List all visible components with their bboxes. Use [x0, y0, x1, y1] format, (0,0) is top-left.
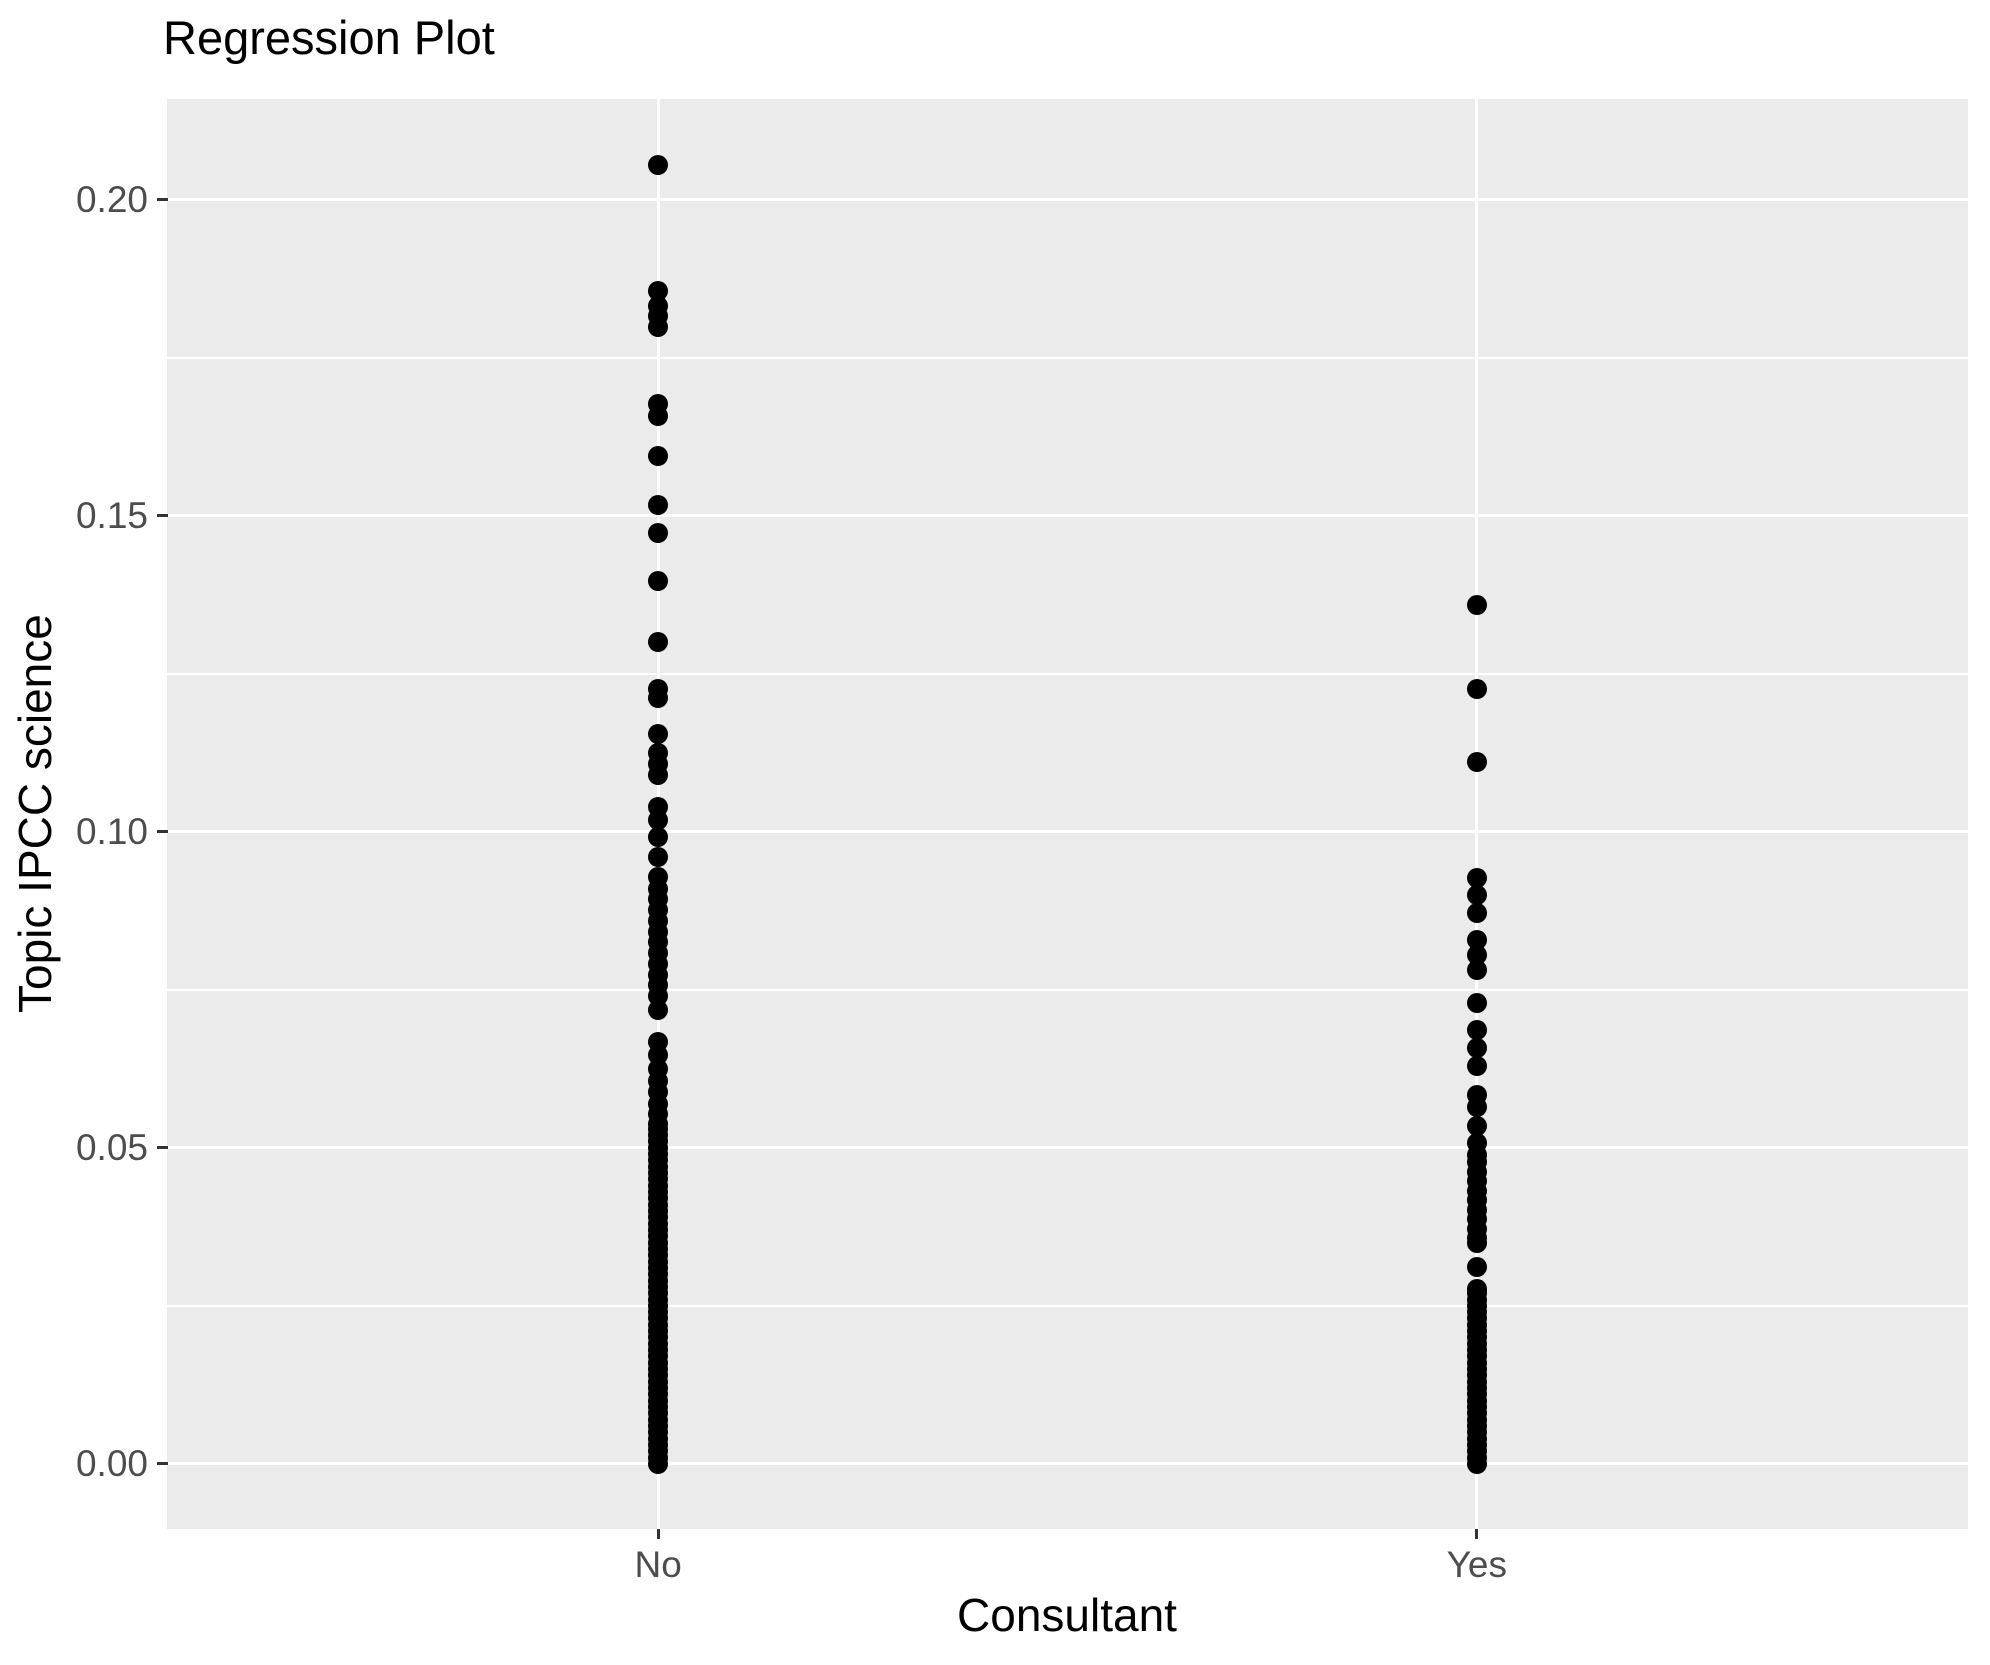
- y-tick-label: 0.15: [75, 494, 148, 536]
- gridline-minor: [167, 1304, 1968, 1307]
- data-point: [648, 570, 669, 591]
- data-point: [1466, 1232, 1487, 1253]
- plot-title: Regression Plot: [163, 11, 495, 64]
- x-axis-tick: [1475, 1529, 1479, 1539]
- data-point: [648, 827, 669, 848]
- data-point: [1466, 1453, 1487, 1474]
- data-point: [1466, 678, 1487, 699]
- y-axis-tick: [157, 514, 168, 518]
- gridline-major: [167, 1146, 1968, 1150]
- gridline-minor: [167, 356, 1968, 359]
- data-point: [1466, 1055, 1487, 1076]
- y-axis-tick: [157, 198, 168, 202]
- data-point: [648, 445, 669, 466]
- data-point: [648, 999, 669, 1020]
- data-point: [648, 723, 669, 744]
- x-tick-label: No: [634, 1544, 682, 1585]
- data-point: [648, 155, 669, 176]
- data-point: [648, 522, 669, 543]
- y-tick-label: 0.05: [75, 1126, 148, 1168]
- data-point: [1466, 993, 1487, 1014]
- data-point: [1466, 903, 1487, 924]
- gridline-vertical: [1475, 99, 1479, 1529]
- data-point: [1466, 1097, 1487, 1118]
- gridline-minor: [167, 672, 1968, 675]
- data-point: [648, 632, 669, 653]
- data-point: [1466, 929, 1487, 950]
- y-axis-tick: [157, 1146, 168, 1150]
- data-point: [648, 1453, 669, 1474]
- data-point: [1466, 960, 1487, 981]
- x-axis-tick: [656, 1529, 660, 1539]
- data-point: [1466, 1037, 1487, 1058]
- data-point: [648, 406, 669, 427]
- y-tick-label: 0.20: [75, 178, 148, 220]
- gridline-major: [167, 830, 1968, 834]
- gridline-major: [167, 514, 1968, 518]
- data-point: [1466, 1116, 1487, 1137]
- plot-panel: [167, 99, 1968, 1529]
- x-tick-label: Yes: [1446, 1544, 1507, 1585]
- data-point: [1466, 884, 1487, 905]
- data-point: [1466, 1019, 1487, 1040]
- data-point: [648, 810, 669, 831]
- data-point: [648, 765, 669, 786]
- data-point: [1466, 944, 1487, 965]
- data-point: [1466, 752, 1487, 773]
- data-point: [648, 846, 669, 867]
- gridline-minor: [167, 988, 1968, 991]
- y-tick-label: 0.10: [75, 810, 148, 852]
- y-axis-tick: [157, 1462, 168, 1466]
- gridline-major: [167, 1462, 1968, 1466]
- data-point: [648, 495, 669, 516]
- data-point: [1466, 595, 1487, 616]
- x-axis-title: Consultant: [957, 1589, 1177, 1641]
- data-point: [1466, 1257, 1487, 1278]
- y-axis-tick: [157, 830, 168, 834]
- data-point: [1466, 867, 1487, 888]
- data-point: [648, 688, 669, 709]
- y-tick-label: 0.00: [75, 1442, 148, 1484]
- data-point: [648, 317, 669, 338]
- gridline-major: [167, 198, 1968, 202]
